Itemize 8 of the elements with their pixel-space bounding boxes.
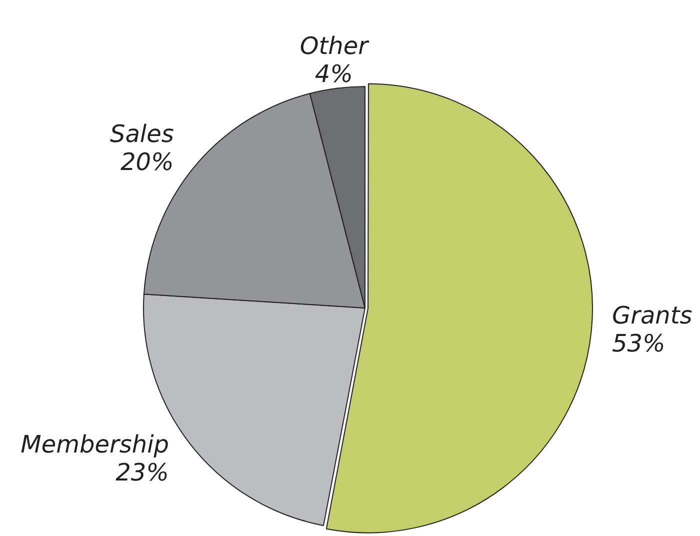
slice-label: Grants [612,302,692,330]
slice-label: Other [300,32,370,60]
data-label: 20% [120,148,174,176]
slice-label: Membership [20,430,169,458]
data-label: 53% [612,330,666,358]
data-label: 4% [314,60,353,88]
slice-label: Sales [110,120,174,148]
data-label: 23% [116,458,169,486]
